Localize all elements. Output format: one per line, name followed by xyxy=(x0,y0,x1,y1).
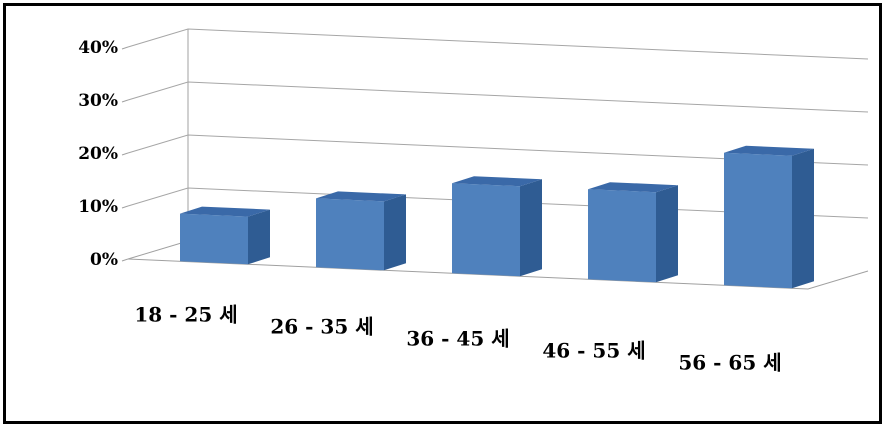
x-category-label: 18 - 25 세 xyxy=(134,303,237,327)
bar-side xyxy=(384,194,406,271)
bar-3 xyxy=(588,182,678,283)
gridlines xyxy=(127,28,869,219)
y-tick-label: 20% xyxy=(78,144,118,164)
gridline xyxy=(127,81,869,113)
y-tick-label: 30% xyxy=(78,91,118,111)
x-axis-labels: 18 - 25 세 26 - 35 세 36 - 45 세 46 - 55 세 56 -… xyxy=(134,303,781,375)
y-tick-label: 0% xyxy=(90,250,118,270)
y-tick-mark xyxy=(121,99,129,103)
bar-front xyxy=(588,189,656,283)
bar-4 xyxy=(724,145,814,289)
y-tick-mark xyxy=(121,258,129,262)
bar-front xyxy=(452,183,520,277)
bar-top xyxy=(724,145,814,156)
y-tick-label: 40% xyxy=(78,38,118,58)
bar-1 xyxy=(316,191,406,271)
gridline xyxy=(127,28,869,60)
chart-svg: 0% 10% 20% 30% 40% 18 - 25 세 26 - 35 세 36 - 45… xyxy=(78,28,869,375)
x-category-label: 26 - 35 세 xyxy=(270,315,373,339)
y-tick-mark xyxy=(121,205,129,209)
y-axis-ticks: 0% 10% 20% 30% 40% xyxy=(78,38,129,270)
bar-0 xyxy=(180,206,270,265)
bar-2 xyxy=(452,176,542,277)
bar-side xyxy=(520,179,542,277)
bar-front xyxy=(180,213,248,265)
x-category-label: 46 - 55 세 xyxy=(542,339,645,363)
x-category-label: 36 - 45 세 xyxy=(406,327,509,351)
y-tick-label: 10% xyxy=(78,197,118,217)
bars xyxy=(180,145,814,289)
bar-side xyxy=(792,148,814,289)
bar-top xyxy=(316,191,406,202)
bar-top xyxy=(452,176,542,187)
y-tick-mark xyxy=(121,46,129,50)
bar-front xyxy=(724,152,792,289)
bar-front xyxy=(316,198,384,271)
bar-top xyxy=(180,206,270,217)
bar-side xyxy=(248,209,270,265)
y-tick-mark xyxy=(121,152,129,156)
gridline xyxy=(127,134,869,166)
x-category-label: 56 - 65 세 xyxy=(678,351,781,375)
bar-side xyxy=(656,185,678,283)
chart-frame: 0% 10% 20% 30% 40% 18 - 25 세 26 - 35 세 36 - 45… xyxy=(3,3,882,424)
bar-top xyxy=(588,182,678,193)
